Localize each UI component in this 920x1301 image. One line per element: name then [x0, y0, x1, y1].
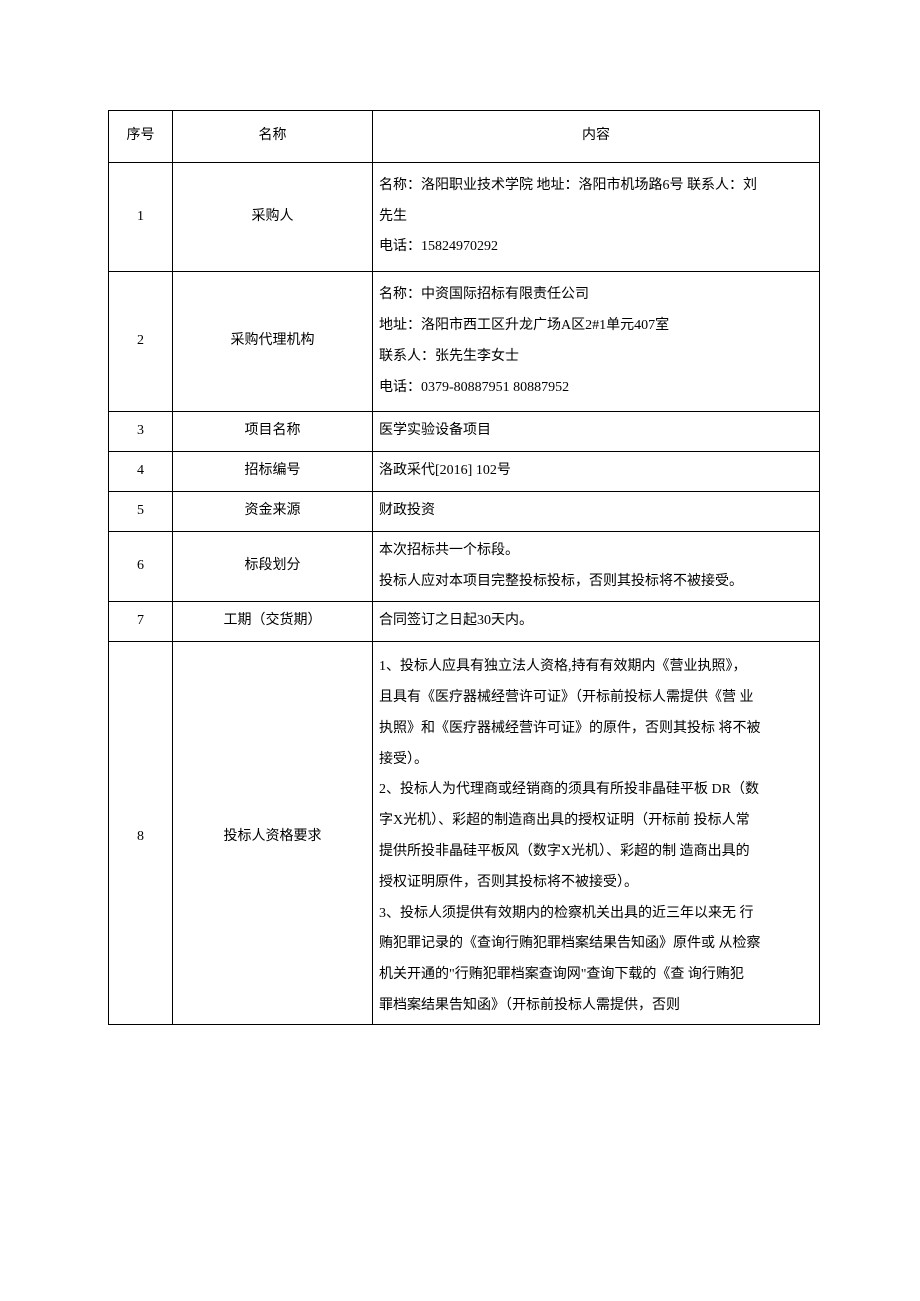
header-name: 名称 [173, 111, 373, 163]
cell-content: 洛政采代[2016] 102号 [373, 452, 820, 492]
cell-name: 投标人资格要求 [173, 642, 373, 1025]
cell-name: 标段划分 [173, 531, 373, 602]
content-line: 且具有《医疗器械经营许可证》（开标前投标人需提供《营 业 [379, 683, 813, 714]
content-line: 洛政采代[2016] 102号 [379, 456, 813, 487]
content-line: 地址：洛阳市西工区升龙广场A区2#1单元407室 [379, 311, 813, 342]
table-row: 8 投标人资格要求 1、投标人应具有独立法人资格,持有有效期内《营业执照》， 且… [109, 642, 820, 1025]
cell-content: 本次招标共一个标段。 投标人应对本项目完整投标投标，否则其投标将不被接受。 [373, 531, 820, 602]
content-line: 电话：15824970292 [379, 232, 813, 263]
content-line: 贿犯罪记录的《查询行贿犯罪档案结果告知函》原件或 从检察 [379, 929, 813, 960]
cell-seq: 7 [109, 602, 173, 642]
content-line: 名称：中资国际招标有限责任公司 [379, 280, 813, 311]
header-seq: 序号 [109, 111, 173, 163]
content-line: 投标人应对本项目完整投标投标，否则其投标将不被接受。 [379, 567, 813, 598]
cell-content: 合同签订之日起30天内。 [373, 602, 820, 642]
content-line: 执照》和《医疗器械经营许可证》的原件，否则其投标 将不被 [379, 714, 813, 745]
cell-seq: 3 [109, 412, 173, 452]
content-line: 先生 [379, 202, 813, 233]
cell-content: 医学实验设备项目 [373, 412, 820, 452]
cell-name: 资金来源 [173, 491, 373, 531]
cell-content: 财政投资 [373, 491, 820, 531]
table-row: 7 工期（交货期） 合同签订之日起30天内。 [109, 602, 820, 642]
content-line: 机关开通的"行贿犯罪档案查询网"查询下载的《查 询行贿犯 [379, 960, 813, 991]
cell-content: 1、投标人应具有独立法人资格,持有有效期内《营业执照》， 且具有《医疗器械经营许… [373, 642, 820, 1025]
cell-name: 项目名称 [173, 412, 373, 452]
cell-content: 名称：洛阳职业技术学院 地址：洛阳市机场路6号 联系人：刘 先生 电话：1582… [373, 162, 820, 271]
table-row: 3 项目名称 医学实验设备项目 [109, 412, 820, 452]
cell-seq: 1 [109, 162, 173, 271]
tender-info-table: 序号 名称 内容 1 采购人 名称：洛阳职业技术学院 地址：洛阳市机场路6号 联… [108, 110, 820, 1025]
cell-seq: 5 [109, 491, 173, 531]
content-line: 字X光机）、彩超的制造商出具的授权证明（开标前 投标人常 [379, 806, 813, 837]
content-line: 罪档案结果告知函》（开标前投标人需提供，否则 [379, 991, 813, 1022]
cell-name: 采购代理机构 [173, 272, 373, 412]
table-row: 5 资金来源 财政投资 [109, 491, 820, 531]
content-line: 本次招标共一个标段。 [379, 536, 813, 567]
cell-seq: 6 [109, 531, 173, 602]
content-line: 电话：0379-80887951 80887952 [379, 373, 813, 404]
table-header-row: 序号 名称 内容 [109, 111, 820, 163]
header-content: 内容 [373, 111, 820, 163]
content-line: 授权证明原件，否则其投标将不被接受）。 [379, 868, 813, 899]
cell-seq: 2 [109, 272, 173, 412]
content-line: 3、投标人须提供有效期内的检察机关出具的近三年以来无 行 [379, 899, 813, 930]
table-row: 1 采购人 名称：洛阳职业技术学院 地址：洛阳市机场路6号 联系人：刘 先生 电… [109, 162, 820, 271]
cell-name: 工期（交货期） [173, 602, 373, 642]
content-line: 1、投标人应具有独立法人资格,持有有效期内《营业执照》， [379, 652, 813, 683]
table-row: 4 招标编号 洛政采代[2016] 102号 [109, 452, 820, 492]
table-row: 2 采购代理机构 名称：中资国际招标有限责任公司 地址：洛阳市西工区升龙广场A区… [109, 272, 820, 412]
table-body: 1 采购人 名称：洛阳职业技术学院 地址：洛阳市机场路6号 联系人：刘 先生 电… [109, 162, 820, 1024]
cell-seq: 4 [109, 452, 173, 492]
content-line: 联系人：张先生李女士 [379, 342, 813, 373]
cell-name: 采购人 [173, 162, 373, 271]
content-line: 名称：洛阳职业技术学院 地址：洛阳市机场路6号 联系人：刘 [379, 171, 813, 202]
content-line: 医学实验设备项目 [379, 416, 813, 447]
content-line: 2、投标人为代理商或经销商的须具有所投非晶硅平板 DR（数 [379, 775, 813, 806]
table-row: 6 标段划分 本次招标共一个标段。 投标人应对本项目完整投标投标，否则其投标将不… [109, 531, 820, 602]
content-line: 接受）。 [379, 745, 813, 776]
content-line: 提供所投非晶硅平板风（数字X光机）、彩超的制 造商出具的 [379, 837, 813, 868]
content-line: 财政投资 [379, 496, 813, 527]
cell-seq: 8 [109, 642, 173, 1025]
content-line: 合同签订之日起30天内。 [379, 606, 813, 637]
cell-content: 名称：中资国际招标有限责任公司 地址：洛阳市西工区升龙广场A区2#1单元407室… [373, 272, 820, 412]
cell-name: 招标编号 [173, 452, 373, 492]
